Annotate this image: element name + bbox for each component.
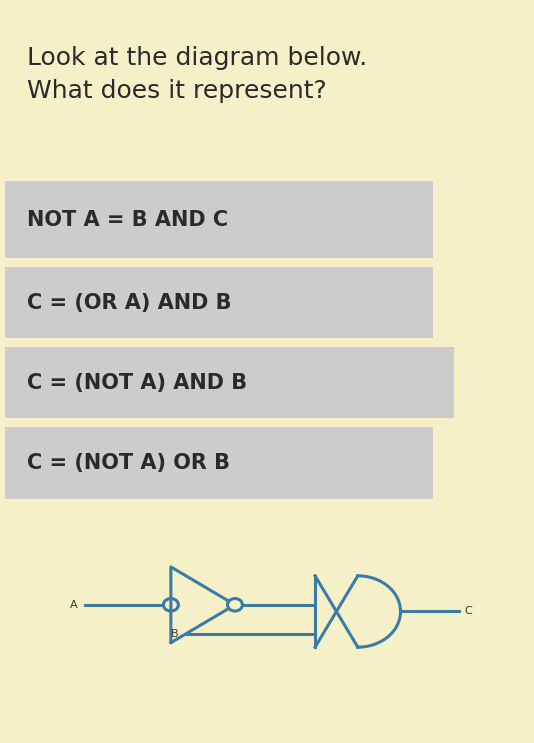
Bar xyxy=(5,181,433,258)
Text: A: A xyxy=(70,600,77,610)
Bar xyxy=(5,347,454,418)
Text: C = (NOT A) AND B: C = (NOT A) AND B xyxy=(27,373,247,393)
Text: Look at the diagram below.
What does it represent?: Look at the diagram below. What does it … xyxy=(27,46,367,103)
Text: C = (NOT A) OR B: C = (NOT A) OR B xyxy=(27,453,230,473)
Bar xyxy=(5,267,433,338)
Text: C: C xyxy=(465,606,473,617)
Text: NOT A = B AND C: NOT A = B AND C xyxy=(27,210,228,230)
Circle shape xyxy=(227,599,242,611)
Text: C = (OR A) AND B: C = (OR A) AND B xyxy=(27,293,231,313)
Bar xyxy=(5,427,433,499)
Text: B: B xyxy=(171,629,179,639)
